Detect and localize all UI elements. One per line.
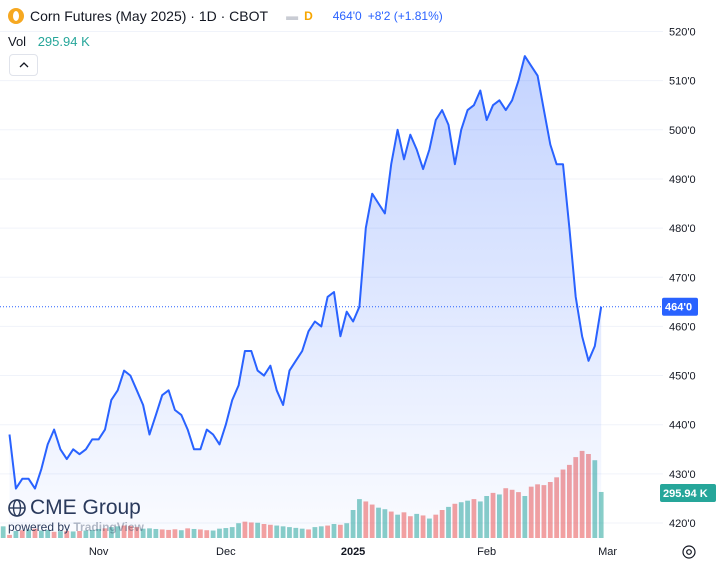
y-tick-label: 450'0 bbox=[669, 371, 696, 383]
y-axis: 520'0 510'0 500'0 490'0 480'0 470'0 460'0 450'0… bbox=[669, 27, 696, 531]
powered-by-label: powered by bbox=[8, 520, 71, 534]
last-price-value: 464'0 bbox=[332, 9, 362, 23]
x-tick-label: Feb bbox=[477, 546, 496, 558]
delayed-data-badge[interactable]: D bbox=[304, 9, 313, 23]
chevron-up-icon bbox=[19, 62, 28, 68]
settings-gear-icon[interactable] bbox=[681, 544, 697, 560]
last-price-label-text: 464'0 bbox=[665, 302, 692, 314]
volume-legend: Vol 295.94 K bbox=[8, 34, 90, 49]
collapse-legend-button[interactable] bbox=[9, 54, 38, 76]
y-tick-label: 510'0 bbox=[669, 76, 696, 88]
y-tick-label: 460'0 bbox=[669, 321, 696, 333]
y-tick-label: 470'0 bbox=[669, 272, 696, 284]
x-tick-label: Mar bbox=[598, 546, 617, 558]
y-tick-label: 490'0 bbox=[669, 174, 696, 186]
platform-name: TradingView bbox=[73, 520, 144, 534]
cme-logo[interactable]: CME Group powered by TradingView bbox=[8, 496, 144, 534]
last-volume-label-text: 295.94 K bbox=[663, 488, 708, 500]
powered-by-text: powered by TradingView bbox=[8, 520, 144, 534]
last-volume-label-bg bbox=[660, 483, 716, 502]
cme-group-wordmark: CME Group bbox=[8, 496, 144, 520]
x-tick-label: Nov bbox=[89, 546, 109, 558]
chart-legend: Corn Futures (May 2025) · 1D · CBOT ▬ D … bbox=[8, 8, 443, 24]
price-change-value: +8'2 (+1.81%) bbox=[367, 9, 443, 23]
x-axis: Nov Dec 2025 Feb Mar bbox=[89, 546, 618, 558]
y-tick-label: 420'0 bbox=[669, 518, 696, 530]
price-line bbox=[8, 55, 603, 490]
y-tick-label: 440'0 bbox=[669, 420, 696, 432]
y-tick-label: 500'0 bbox=[669, 125, 696, 137]
globe-icon bbox=[8, 499, 26, 517]
y-tick-label: 480'0 bbox=[669, 223, 696, 235]
x-tick-label: 2025 bbox=[341, 546, 365, 558]
volume-value: 295.94 K bbox=[37, 34, 90, 49]
y-tick-label: 430'0 bbox=[669, 469, 696, 481]
company-name: CME Group bbox=[30, 496, 141, 519]
corn-symbol-icon[interactable] bbox=[8, 8, 24, 24]
last-volume-label: 295.94 K bbox=[660, 483, 716, 502]
volume-label: Vol bbox=[8, 34, 27, 49]
price-area bbox=[9, 56, 602, 538]
symbol-title[interactable]: Corn Futures (May 2025) · 1D · CBOT bbox=[30, 8, 269, 24]
last-price-label: 464'0 bbox=[662, 297, 698, 316]
x-tick-label: Dec bbox=[216, 546, 236, 558]
last-price-label-bg bbox=[662, 297, 698, 316]
market-status-icon: ▬ bbox=[286, 9, 299, 23]
y-tick-label: 520'0 bbox=[669, 27, 696, 39]
volume-bar bbox=[0, 526, 6, 538]
